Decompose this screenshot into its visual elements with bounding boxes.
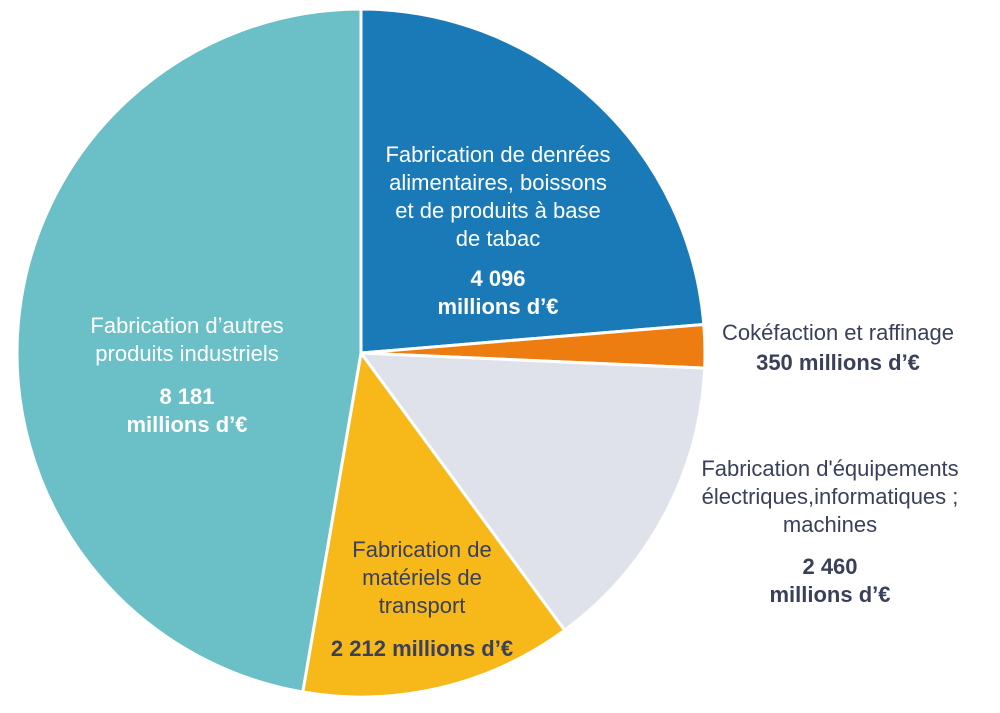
slice-value-line: 4 096	[470, 266, 525, 291]
slice-name-line: machines	[783, 512, 877, 537]
slice-name-line: produits industriels	[95, 341, 278, 366]
slice-label-1: Fabrication de denrées alimentaires, bois…	[385, 142, 610, 319]
slice-name-line: matériels de	[362, 565, 482, 590]
slice-name-line: Fabrication d’autres	[90, 313, 283, 338]
pie-labels: Fabrication de denrées alimentaires, bois…	[90, 142, 958, 661]
pie-slice-4	[301, 351, 567, 699]
pie-slices	[15, 7, 707, 699]
slice-name-line: électriques,informatiques ;	[702, 484, 959, 509]
slice-name-line: et de produits à base	[395, 198, 600, 223]
slice-value-line: 350 millions d’€	[756, 350, 920, 375]
slice-name-line: Fabrication d'équipements	[701, 456, 958, 481]
slice-name-line: transport	[379, 593, 466, 618]
slice-label-5: Fabrication d’autres produits industriels…	[90, 313, 283, 437]
slice-name-line: Fabrication de	[352, 537, 491, 562]
pie-slice-3	[359, 351, 707, 632]
slice-value-line: millions d’€	[437, 294, 558, 319]
slice-label-2: Cokéfaction et raffinage 350 millions d’€	[722, 320, 954, 375]
slice-label-4: Fabrication de matériels de transport 2 212…	[331, 537, 513, 661]
slice-value-line: 8 181	[159, 384, 214, 409]
pie-slice-5	[15, 7, 363, 694]
slice-name-line: Cokéfaction et raffinage	[722, 320, 954, 345]
slice-value-line: 2 460	[802, 554, 857, 579]
slice-name-line: alimentaires, boissons	[389, 170, 607, 195]
slice-label-3: Fabrication d'équipements électriques,inf…	[701, 456, 958, 607]
pie-slice-1	[359, 7, 706, 355]
slice-value-line: 2 212 millions d’€	[331, 636, 513, 661]
slice-name-line: de tabac	[456, 226, 540, 251]
slice-value-line: millions d’€	[769, 582, 890, 607]
slice-name-line: Fabrication de denrées	[385, 142, 610, 167]
slice-value-line: millions d’€	[126, 412, 247, 437]
